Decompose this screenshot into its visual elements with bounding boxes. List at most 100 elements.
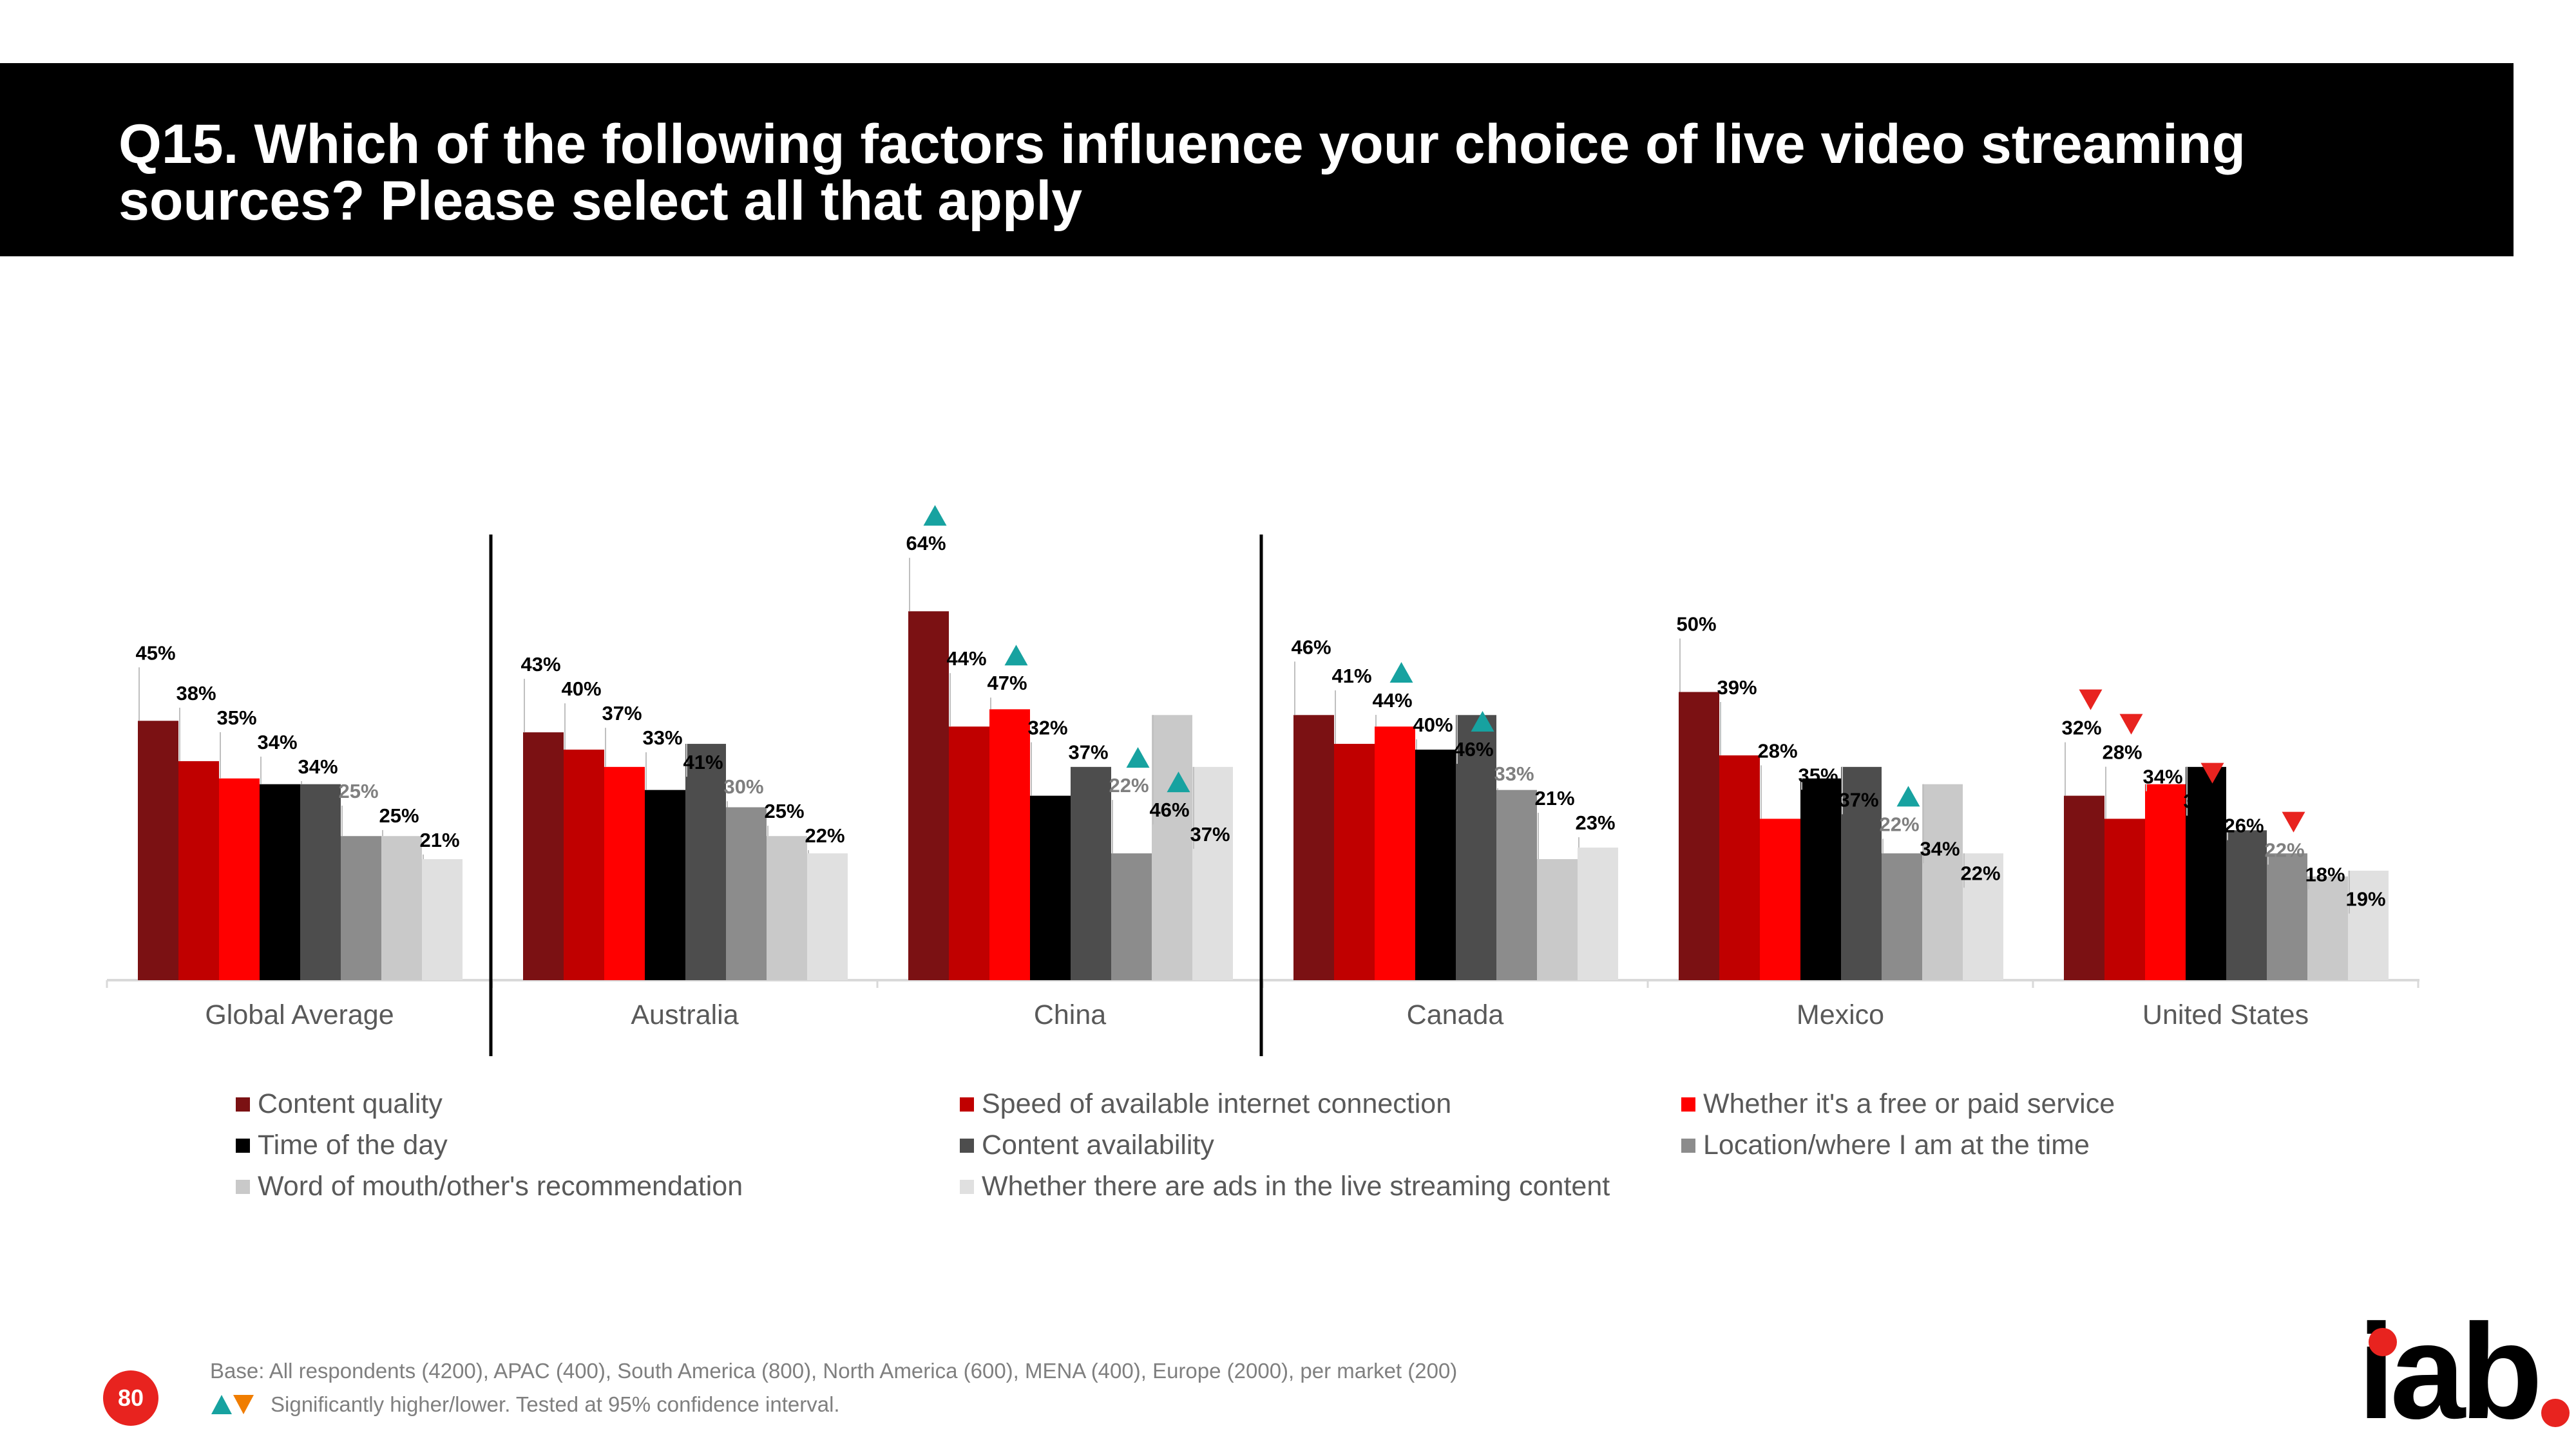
data-label: 34% — [1920, 837, 1960, 860]
bar — [2064, 795, 2104, 980]
bar — [2104, 819, 2145, 980]
data-label: 46% — [1149, 799, 1189, 821]
bar — [1882, 853, 1922, 980]
logo-i-dot — [2369, 1328, 2397, 1356]
x-tick-label: United States — [2142, 999, 2309, 1030]
data-label: 41% — [1331, 665, 1371, 687]
bar — [685, 744, 726, 980]
data-label: 40% — [1413, 714, 1453, 736]
bar — [908, 611, 949, 980]
bar — [1293, 715, 1334, 980]
significance-note: Significantly higher/lower. Tested at 95… — [210, 1392, 840, 1417]
x-tick-label: Australia — [631, 999, 738, 1030]
x-tick-label: Canada — [1407, 999, 1504, 1030]
bar — [564, 750, 604, 980]
significance-up-marker — [1896, 786, 1920, 807]
data-label: 50% — [1676, 613, 1716, 636]
legend-label: Location/where I am at the time — [1703, 1130, 2090, 1160]
legend-swatch — [960, 1097, 974, 1112]
bar — [604, 766, 645, 980]
data-label: 46% — [1453, 738, 1493, 761]
data-label: 39% — [1717, 676, 1757, 699]
data-label: 35% — [216, 706, 256, 729]
data-label: 21% — [419, 829, 459, 851]
bar — [1071, 766, 1111, 980]
bar — [260, 784, 300, 980]
data-label: 33% — [642, 726, 682, 749]
data-label: 44% — [946, 647, 986, 670]
data-label: 43% — [520, 653, 560, 676]
legend-item: Location/where I am at the time — [1681, 1130, 2090, 1161]
bar — [726, 807, 767, 980]
data-label: 47% — [987, 672, 1027, 694]
data-label: 32% — [1027, 717, 1067, 739]
data-label: 40% — [561, 677, 601, 700]
data-label: 44% — [1372, 689, 1412, 712]
legend-item: Whether there are ads in the live stream… — [960, 1171, 1610, 1202]
data-label: 25% — [379, 804, 419, 827]
significance-down-marker — [2079, 689, 2103, 710]
bar — [1496, 790, 1537, 980]
legend-swatch — [1681, 1097, 1695, 1112]
data-label: 22% — [805, 824, 844, 847]
bar — [949, 726, 989, 980]
bar — [1760, 819, 1800, 980]
significance-down-marker — [2200, 762, 2224, 784]
significance-up-marker — [1004, 645, 1028, 666]
bar — [2348, 870, 2389, 980]
legend-label: Whether there are ads in the live stream… — [982, 1171, 1610, 1202]
bar — [523, 732, 564, 980]
legend-label: Whether it's a free or paid service — [1703, 1088, 2115, 1119]
bar — [1841, 766, 1882, 980]
data-label: 22% — [1109, 774, 1149, 797]
bar — [178, 761, 219, 980]
legend-label: Content availability — [982, 1130, 1214, 1160]
legend-swatch — [236, 1097, 250, 1112]
data-label: 25% — [338, 780, 378, 802]
legend-label: Word of mouth/other's recommendation — [258, 1171, 743, 1202]
page-title: Q15. Which of the following factors infl… — [119, 113, 2246, 232]
legend-swatch — [1681, 1139, 1695, 1153]
x-tick-label: Mexico — [1797, 999, 1884, 1030]
bar — [422, 859, 463, 980]
bar — [807, 853, 848, 980]
up-down-markers-icon — [211, 1395, 254, 1414]
data-label: 38% — [176, 682, 216, 705]
data-label: 37% — [602, 702, 642, 724]
data-label: 28% — [1757, 739, 1797, 762]
bar — [1800, 778, 1841, 980]
base-note: Base: All respondents (4200), APAC (400)… — [210, 1359, 1458, 1383]
data-label: 30% — [723, 775, 763, 798]
bar — [2186, 766, 2226, 980]
significance-up-marker — [1389, 662, 1413, 683]
significance-up-marker — [1471, 711, 1494, 732]
data-label: 37% — [1838, 788, 1878, 811]
significance-down-marker — [2119, 714, 2143, 735]
legend-label: Content quality — [258, 1088, 443, 1119]
significance-up-marker — [923, 505, 947, 526]
significance-up-marker — [1126, 747, 1150, 768]
bar — [2267, 853, 2307, 980]
legend-swatch — [236, 1180, 250, 1194]
bar — [1415, 750, 1456, 980]
x-tick-label: China — [1034, 999, 1106, 1030]
legend-label: Time of the day — [258, 1130, 448, 1160]
bar — [138, 721, 178, 980]
bar — [767, 836, 807, 980]
bar — [1111, 853, 1152, 980]
data-label: 64% — [906, 532, 946, 554]
bar — [1922, 784, 1963, 980]
title-bar — [0, 63, 2514, 256]
data-label: 22% — [2264, 839, 2304, 862]
bar — [2145, 784, 2186, 980]
bar — [1375, 726, 1415, 980]
bar — [1030, 795, 1071, 980]
significance-text: Significantly higher/lower. Tested at 95… — [271, 1392, 840, 1416]
legend-item: Speed of available internet connection — [960, 1088, 1451, 1120]
legend-item: Content quality — [236, 1088, 443, 1120]
legend-label: Speed of available internet connection — [982, 1088, 1452, 1119]
bar — [341, 836, 381, 980]
data-label: 41% — [683, 751, 723, 773]
bar — [1192, 766, 1233, 980]
bar — [1679, 692, 1719, 980]
